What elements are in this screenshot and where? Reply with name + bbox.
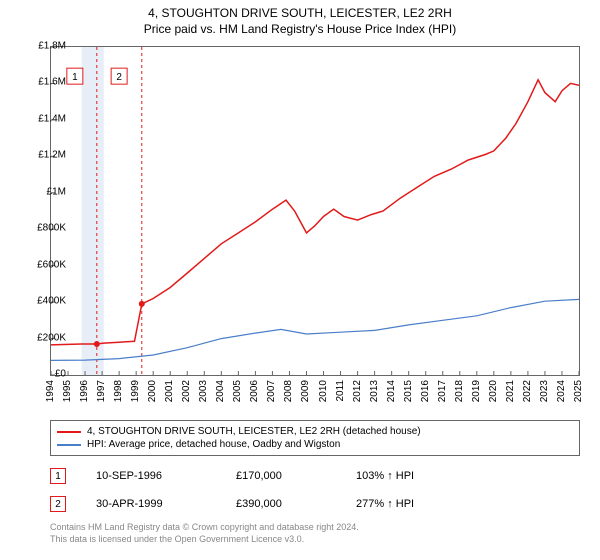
chart-container: 4, STOUGHTON DRIVE SOUTH, LEICESTER, LE2… [0, 0, 600, 560]
y-tick-label: £1.2M [38, 150, 66, 161]
transaction-price-0: £170,000 [236, 470, 326, 482]
x-tick-label: 2011 [335, 380, 346, 402]
y-tick-label: £1.4M [38, 113, 66, 124]
y-tick-label: £200K [37, 332, 66, 343]
legend-label-1: HPI: Average price, detached house, Oadb… [87, 439, 340, 450]
transaction-rows: 1 10-SEP-1996 £170,000 103% ↑ HPI 2 30-A… [50, 462, 580, 518]
transaction-date-1: 30-APR-1999 [96, 498, 206, 510]
x-tick-label: 2024 [556, 380, 567, 402]
y-tick-label: £0 [55, 369, 66, 380]
x-tick-label: 2016 [420, 380, 431, 402]
x-tick-label: 2018 [454, 380, 465, 402]
y-tick-label: £800K [37, 223, 66, 234]
x-tick-label: 2022 [522, 380, 533, 402]
y-tick-label: £1M [47, 186, 66, 197]
transaction-badge-1: 2 [50, 496, 66, 512]
transaction-row-0: 1 10-SEP-1996 £170,000 103% ↑ HPI [50, 462, 580, 490]
x-tick-label: 1995 [62, 380, 73, 402]
x-tick-label: 2025 [573, 380, 584, 402]
legend-swatch-0 [57, 431, 81, 433]
x-tick-label: 1998 [113, 380, 124, 402]
x-tick-label: 2014 [386, 380, 397, 402]
credits-line2: This data is licensed under the Open Gov… [50, 534, 580, 546]
x-tick-label: 2017 [437, 380, 448, 402]
transaction-pct-1: 277% ↑ HPI [356, 498, 476, 510]
title-block: 4, STOUGHTON DRIVE SOUTH, LEICESTER, LE2… [0, 0, 600, 36]
x-tick-label: 2019 [471, 380, 482, 402]
transaction-price-1: £390,000 [236, 498, 326, 510]
x-tick-label: 2006 [249, 380, 260, 402]
x-tick-label: 2007 [266, 380, 277, 402]
legend-box: 4, STOUGHTON DRIVE SOUTH, LEICESTER, LE2… [50, 420, 580, 456]
title-address: 4, STOUGHTON DRIVE SOUTH, LEICESTER, LE2… [0, 6, 600, 20]
y-tick-label: £600K [37, 259, 66, 270]
x-tick-label: 2003 [198, 380, 209, 402]
x-tick-label: 1994 [45, 380, 56, 402]
x-tick-label: 2010 [318, 380, 329, 402]
y-tick-label: £1.6M [38, 77, 66, 88]
chart-svg: 12 [51, 47, 579, 375]
x-tick-label: 2015 [403, 380, 414, 402]
x-tick-label: 2005 [232, 380, 243, 402]
x-tick-label: 2020 [488, 380, 499, 402]
x-tick-label: 1997 [96, 380, 107, 402]
x-tick-label: 2023 [539, 380, 550, 402]
y-tick-label: £400K [37, 296, 66, 307]
svg-text:1: 1 [72, 72, 78, 83]
legend-swatch-1 [57, 444, 81, 446]
x-tick-label: 2012 [352, 380, 363, 402]
x-tick-label: 2008 [283, 380, 294, 402]
legend-row-0: 4, STOUGHTON DRIVE SOUTH, LEICESTER, LE2… [57, 425, 573, 438]
x-tick-label: 2002 [181, 380, 192, 402]
x-tick-label: 2004 [215, 380, 226, 402]
transaction-date-0: 10-SEP-1996 [96, 470, 206, 482]
x-tick-label: 2000 [147, 380, 158, 402]
title-subtitle: Price paid vs. HM Land Registry's House … [0, 22, 600, 36]
legend-label-0: 4, STOUGHTON DRIVE SOUTH, LEICESTER, LE2… [87, 426, 421, 437]
y-tick-label: £1.8M [38, 41, 66, 52]
x-tick-label: 2021 [505, 380, 516, 402]
credits: Contains HM Land Registry data © Crown c… [50, 522, 580, 545]
transaction-row-1: 2 30-APR-1999 £390,000 277% ↑ HPI [50, 490, 580, 518]
x-tick-label: 2009 [300, 380, 311, 402]
transaction-pct-0: 103% ↑ HPI [356, 470, 476, 482]
x-tick-label: 2013 [369, 380, 380, 402]
chart-plot-area: 12 [50, 46, 580, 376]
credits-line1: Contains HM Land Registry data © Crown c… [50, 522, 580, 534]
x-tick-label: 2001 [164, 380, 175, 402]
x-tick-label: 1996 [79, 380, 90, 402]
transaction-badge-0: 1 [50, 468, 66, 484]
legend-row-1: HPI: Average price, detached house, Oadb… [57, 438, 573, 451]
svg-text:2: 2 [116, 72, 122, 83]
x-tick-label: 1999 [130, 380, 141, 402]
